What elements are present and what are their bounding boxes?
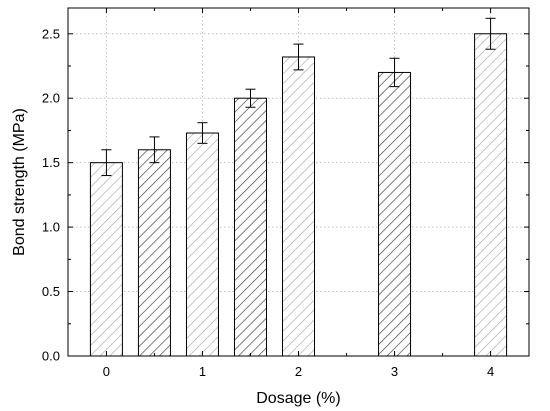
- bar: [282, 56, 315, 357]
- y-axis-label: Bond strength (MPa): [11, 108, 28, 256]
- x-tick-label: 4: [487, 364, 494, 379]
- error-bars: [101, 17, 496, 177]
- bars: [89, 33, 508, 357]
- bar: [233, 97, 267, 357]
- y-tick-label: 2.0: [42, 91, 60, 106]
- bar: [89, 162, 123, 357]
- y-tick-label: 1.0: [42, 220, 60, 235]
- x-tick-label: 1: [199, 364, 206, 379]
- x-tick-label: 2: [295, 364, 302, 379]
- y-tick-label: 2.5: [42, 26, 60, 41]
- bar: [137, 149, 171, 357]
- bar: [378, 71, 412, 357]
- bar: [474, 33, 508, 357]
- axis-ticks: 0.0 0.5 1.0 1.5 2.0 2.5 0 1 2 3 4: [42, 8, 529, 379]
- x-axis-label: Dosage (%): [256, 390, 340, 407]
- x-tick-label: 3: [391, 364, 398, 379]
- y-tick-label: 1.5: [42, 155, 60, 170]
- y-tick-label: 0.5: [42, 284, 60, 299]
- x-tick-label: 0: [103, 364, 110, 379]
- bar: [185, 132, 219, 357]
- y-tick-label: 0.0: [42, 349, 60, 364]
